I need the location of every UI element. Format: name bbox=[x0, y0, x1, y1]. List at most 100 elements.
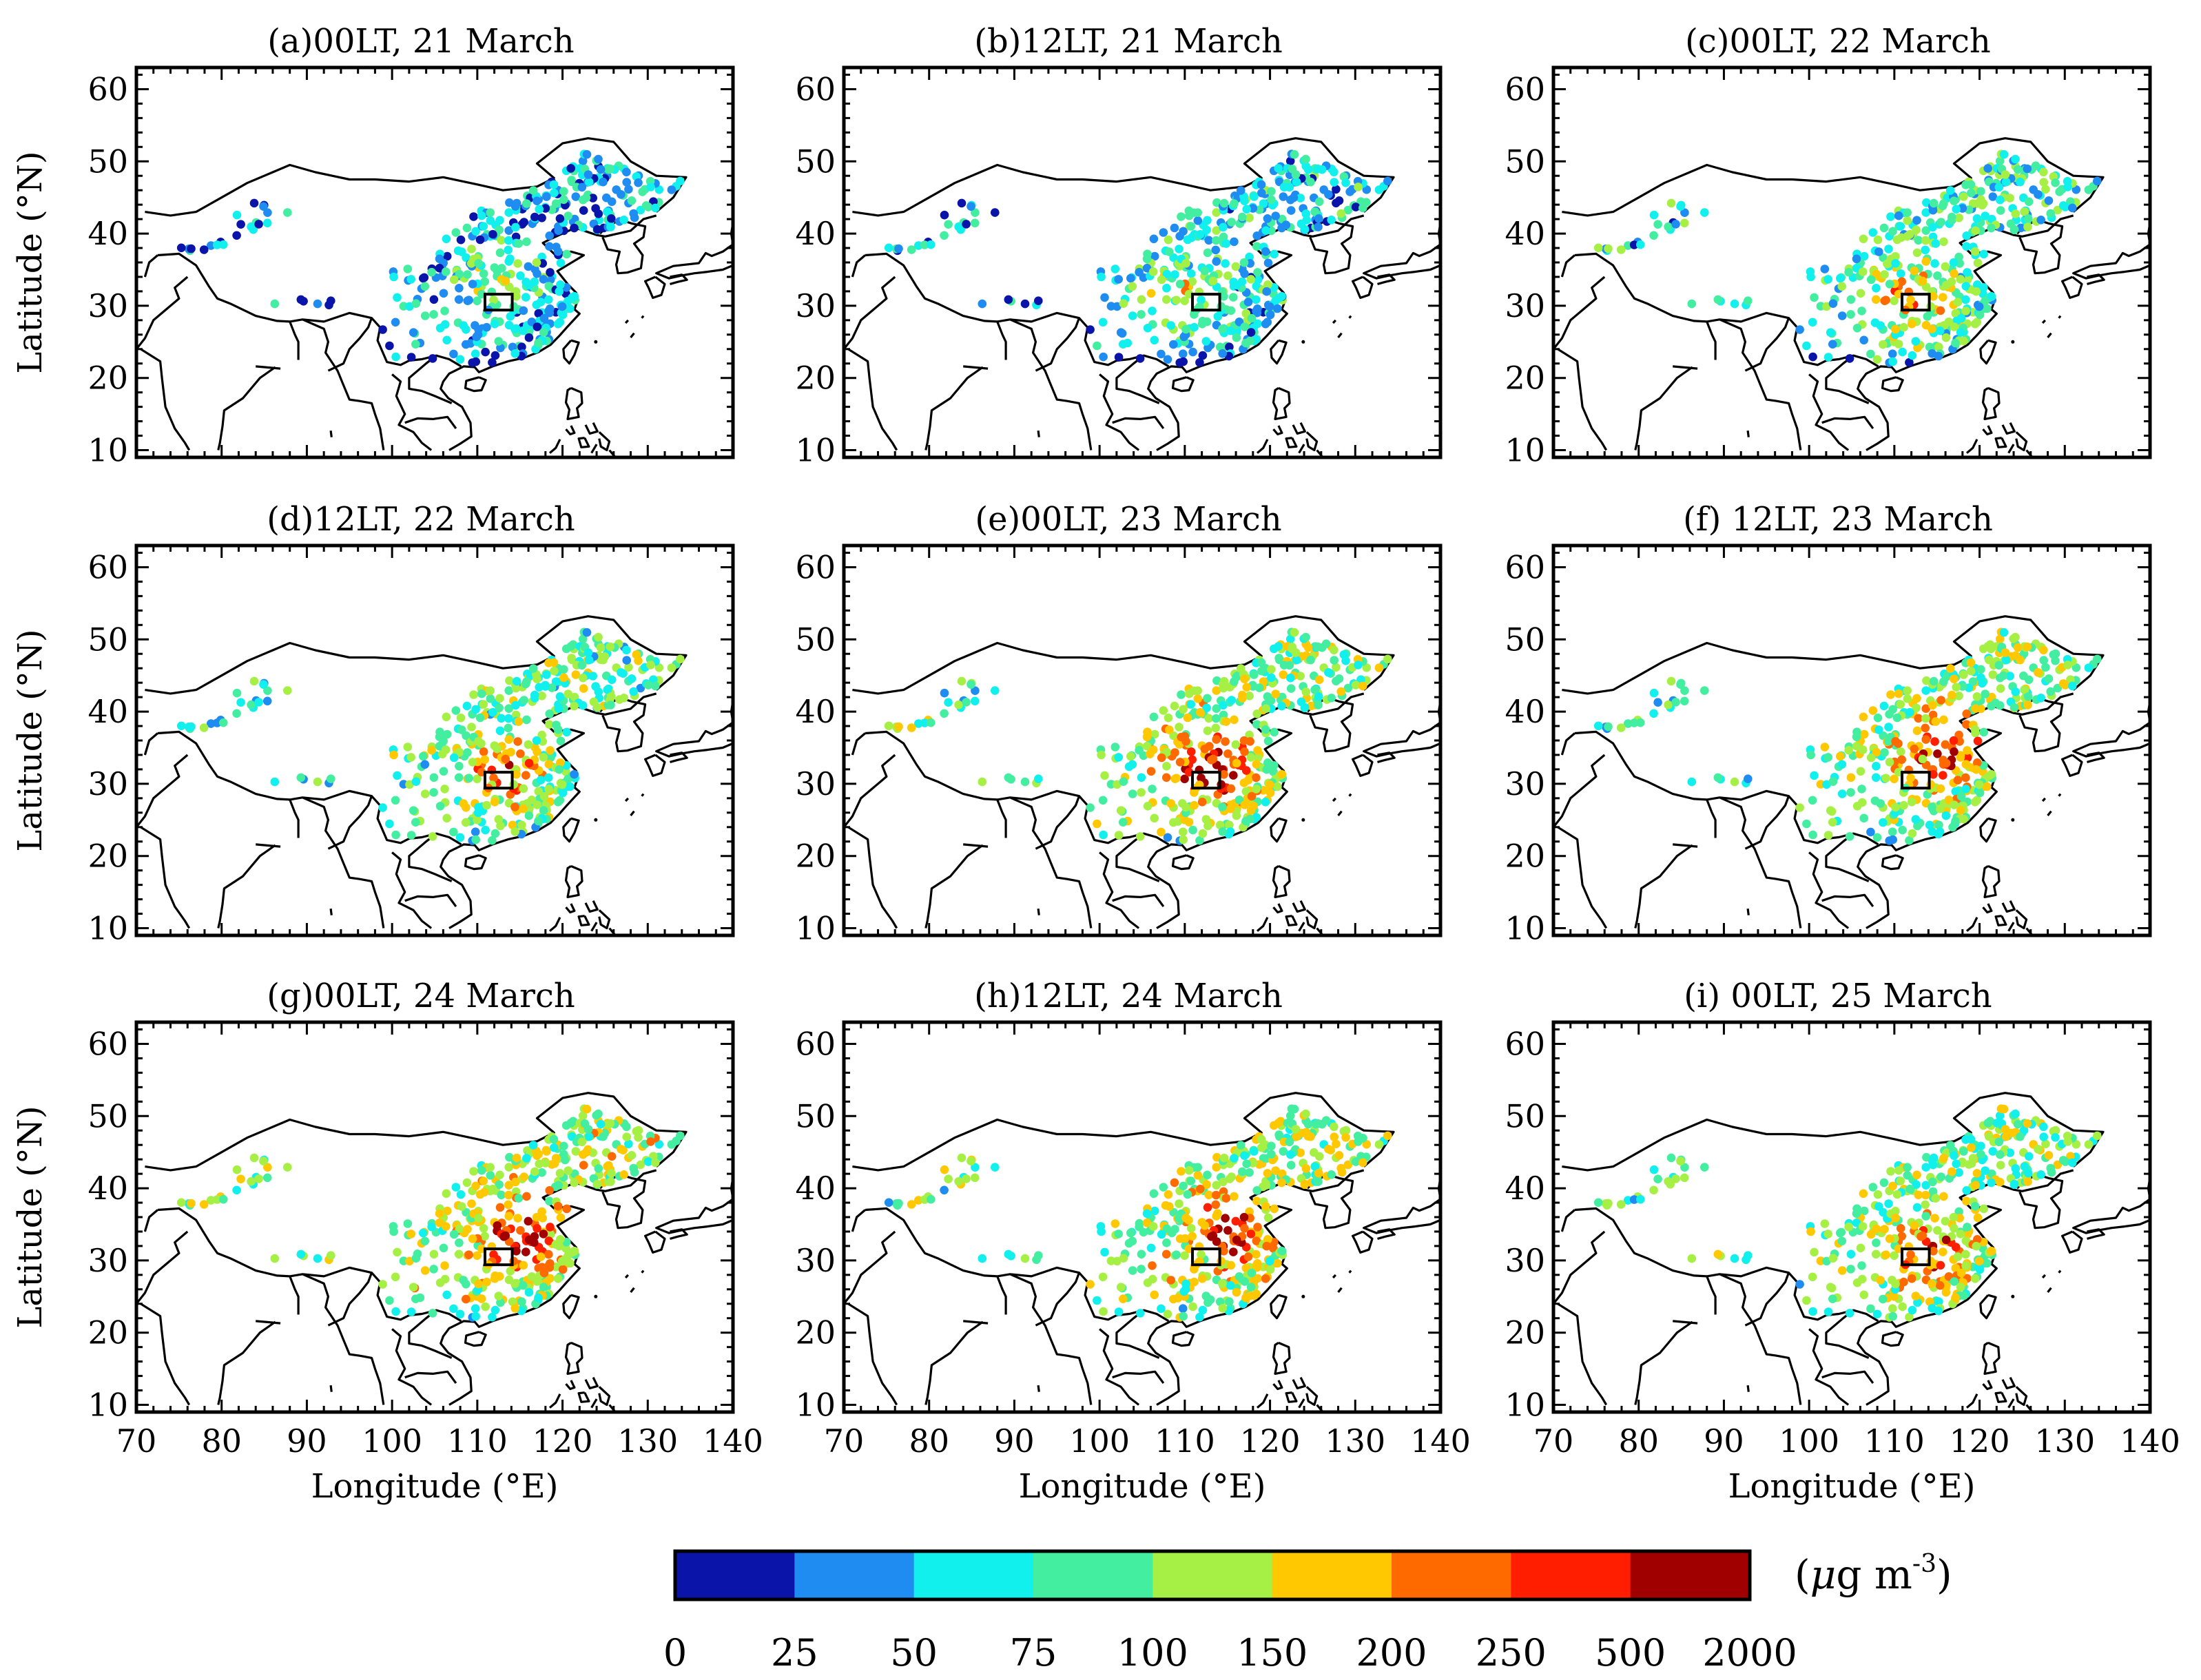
station-dot bbox=[524, 262, 533, 271]
station-dot bbox=[1961, 295, 1970, 304]
coastline-path bbox=[327, 1272, 373, 1327]
coastline-path bbox=[641, 1269, 645, 1274]
coastline-path bbox=[2072, 222, 2150, 280]
lat-tick-label: 10 bbox=[795, 432, 836, 469]
station-dot bbox=[176, 1198, 186, 1207]
station-dot bbox=[1664, 700, 1673, 709]
station-dot bbox=[1239, 1212, 1249, 1222]
station-dot bbox=[1828, 818, 1837, 827]
station-dot bbox=[1872, 762, 1881, 771]
station-dot bbox=[1285, 156, 1295, 166]
station-dot bbox=[1951, 309, 1961, 318]
station-dot bbox=[1845, 832, 1854, 841]
station-dot bbox=[537, 1207, 546, 1216]
station-dot bbox=[1269, 289, 1278, 298]
station-dot bbox=[1223, 749, 1232, 758]
station-dot bbox=[1203, 1170, 1212, 1180]
station-dot bbox=[944, 1174, 953, 1183]
station-dot bbox=[495, 1180, 504, 1190]
coastline-path bbox=[2058, 1269, 2062, 1274]
station-dot bbox=[1150, 1206, 1159, 1216]
station-dot bbox=[1195, 836, 1204, 845]
lat-tick-label: 60 bbox=[795, 548, 836, 585]
station-dot bbox=[187, 722, 196, 732]
coastline-path bbox=[1272, 903, 1283, 914]
station-dot bbox=[391, 318, 400, 327]
station-dot bbox=[389, 272, 398, 282]
station-dot bbox=[1341, 656, 1350, 665]
station-dot bbox=[1687, 299, 1697, 309]
station-dot bbox=[1936, 306, 1945, 315]
station-dot bbox=[389, 750, 398, 760]
station-dot bbox=[546, 275, 555, 284]
coastline-path bbox=[1035, 796, 1081, 850]
station-dot bbox=[1267, 665, 1276, 674]
station-dot bbox=[1166, 1276, 1175, 1285]
panel-frame bbox=[134, 65, 735, 459]
station-dot bbox=[474, 259, 483, 268]
station-dot bbox=[1921, 735, 1930, 744]
station-dot bbox=[1110, 743, 1120, 751]
station-dot bbox=[1252, 1186, 1261, 1195]
lat-tick-label: 60 bbox=[1505, 548, 1545, 585]
station-dot bbox=[1279, 670, 1288, 679]
station-dot bbox=[1928, 232, 1938, 242]
station-dot bbox=[596, 643, 606, 652]
station-dot bbox=[2024, 214, 2033, 223]
station-dot bbox=[232, 709, 241, 718]
coastline-path bbox=[1881, 376, 1904, 393]
station-dot bbox=[2020, 685, 2029, 694]
station-dot bbox=[1142, 1218, 1152, 1227]
station-dot bbox=[1197, 774, 1206, 782]
coastline-path bbox=[1270, 817, 1288, 843]
station-dot bbox=[1313, 642, 1323, 652]
station-dot bbox=[1885, 758, 1894, 767]
station-dot bbox=[457, 1202, 466, 1211]
station-dot bbox=[488, 707, 497, 717]
station-dot bbox=[1951, 816, 1960, 826]
station-markers bbox=[176, 1104, 685, 1322]
station-dot bbox=[1146, 1243, 1156, 1253]
station-dot bbox=[1301, 687, 1311, 696]
station-dot bbox=[283, 1163, 292, 1172]
station-dot bbox=[1978, 289, 1987, 298]
station-dot bbox=[1879, 340, 1888, 349]
station-dot bbox=[2063, 661, 2072, 670]
station-dot bbox=[1218, 349, 1227, 358]
station-dot bbox=[1135, 354, 1145, 363]
station-dot bbox=[504, 735, 513, 744]
station-dot bbox=[1099, 352, 1108, 362]
station-dot bbox=[1200, 745, 1210, 754]
station-dot bbox=[1142, 254, 1152, 264]
station-dot bbox=[1212, 704, 1221, 713]
station-dot bbox=[1713, 295, 1723, 304]
station-dot bbox=[1881, 774, 1890, 782]
station-dot bbox=[411, 818, 420, 827]
station-dot bbox=[1286, 684, 1296, 693]
station-dot bbox=[1888, 349, 1897, 358]
station-dot bbox=[427, 1222, 436, 1232]
station-dot bbox=[1334, 674, 1344, 683]
station-dot bbox=[1828, 299, 1838, 309]
station-dot bbox=[1962, 709, 1971, 718]
station-dot bbox=[528, 1141, 538, 1150]
station-dot bbox=[1314, 675, 1324, 685]
coastline-path bbox=[847, 348, 898, 451]
station-dot bbox=[582, 1104, 592, 1114]
lat-tick-label: 30 bbox=[87, 287, 128, 324]
station-dot bbox=[1303, 165, 1313, 174]
station-dot bbox=[1143, 1278, 1153, 1287]
station-dot bbox=[1649, 688, 1659, 698]
lon-tick-label: 110 bbox=[1155, 1422, 1215, 1460]
station-dot bbox=[1987, 701, 1996, 711]
station-dot bbox=[1178, 1304, 1188, 1313]
station-dot bbox=[550, 188, 559, 198]
coastline-path bbox=[963, 365, 989, 370]
station-dot bbox=[539, 275, 548, 284]
coastline-path bbox=[1037, 430, 1040, 437]
station-dot bbox=[1973, 758, 1982, 767]
station-dot bbox=[592, 1179, 602, 1189]
station-dot bbox=[2093, 176, 2102, 186]
station-dot bbox=[1954, 252, 1963, 262]
